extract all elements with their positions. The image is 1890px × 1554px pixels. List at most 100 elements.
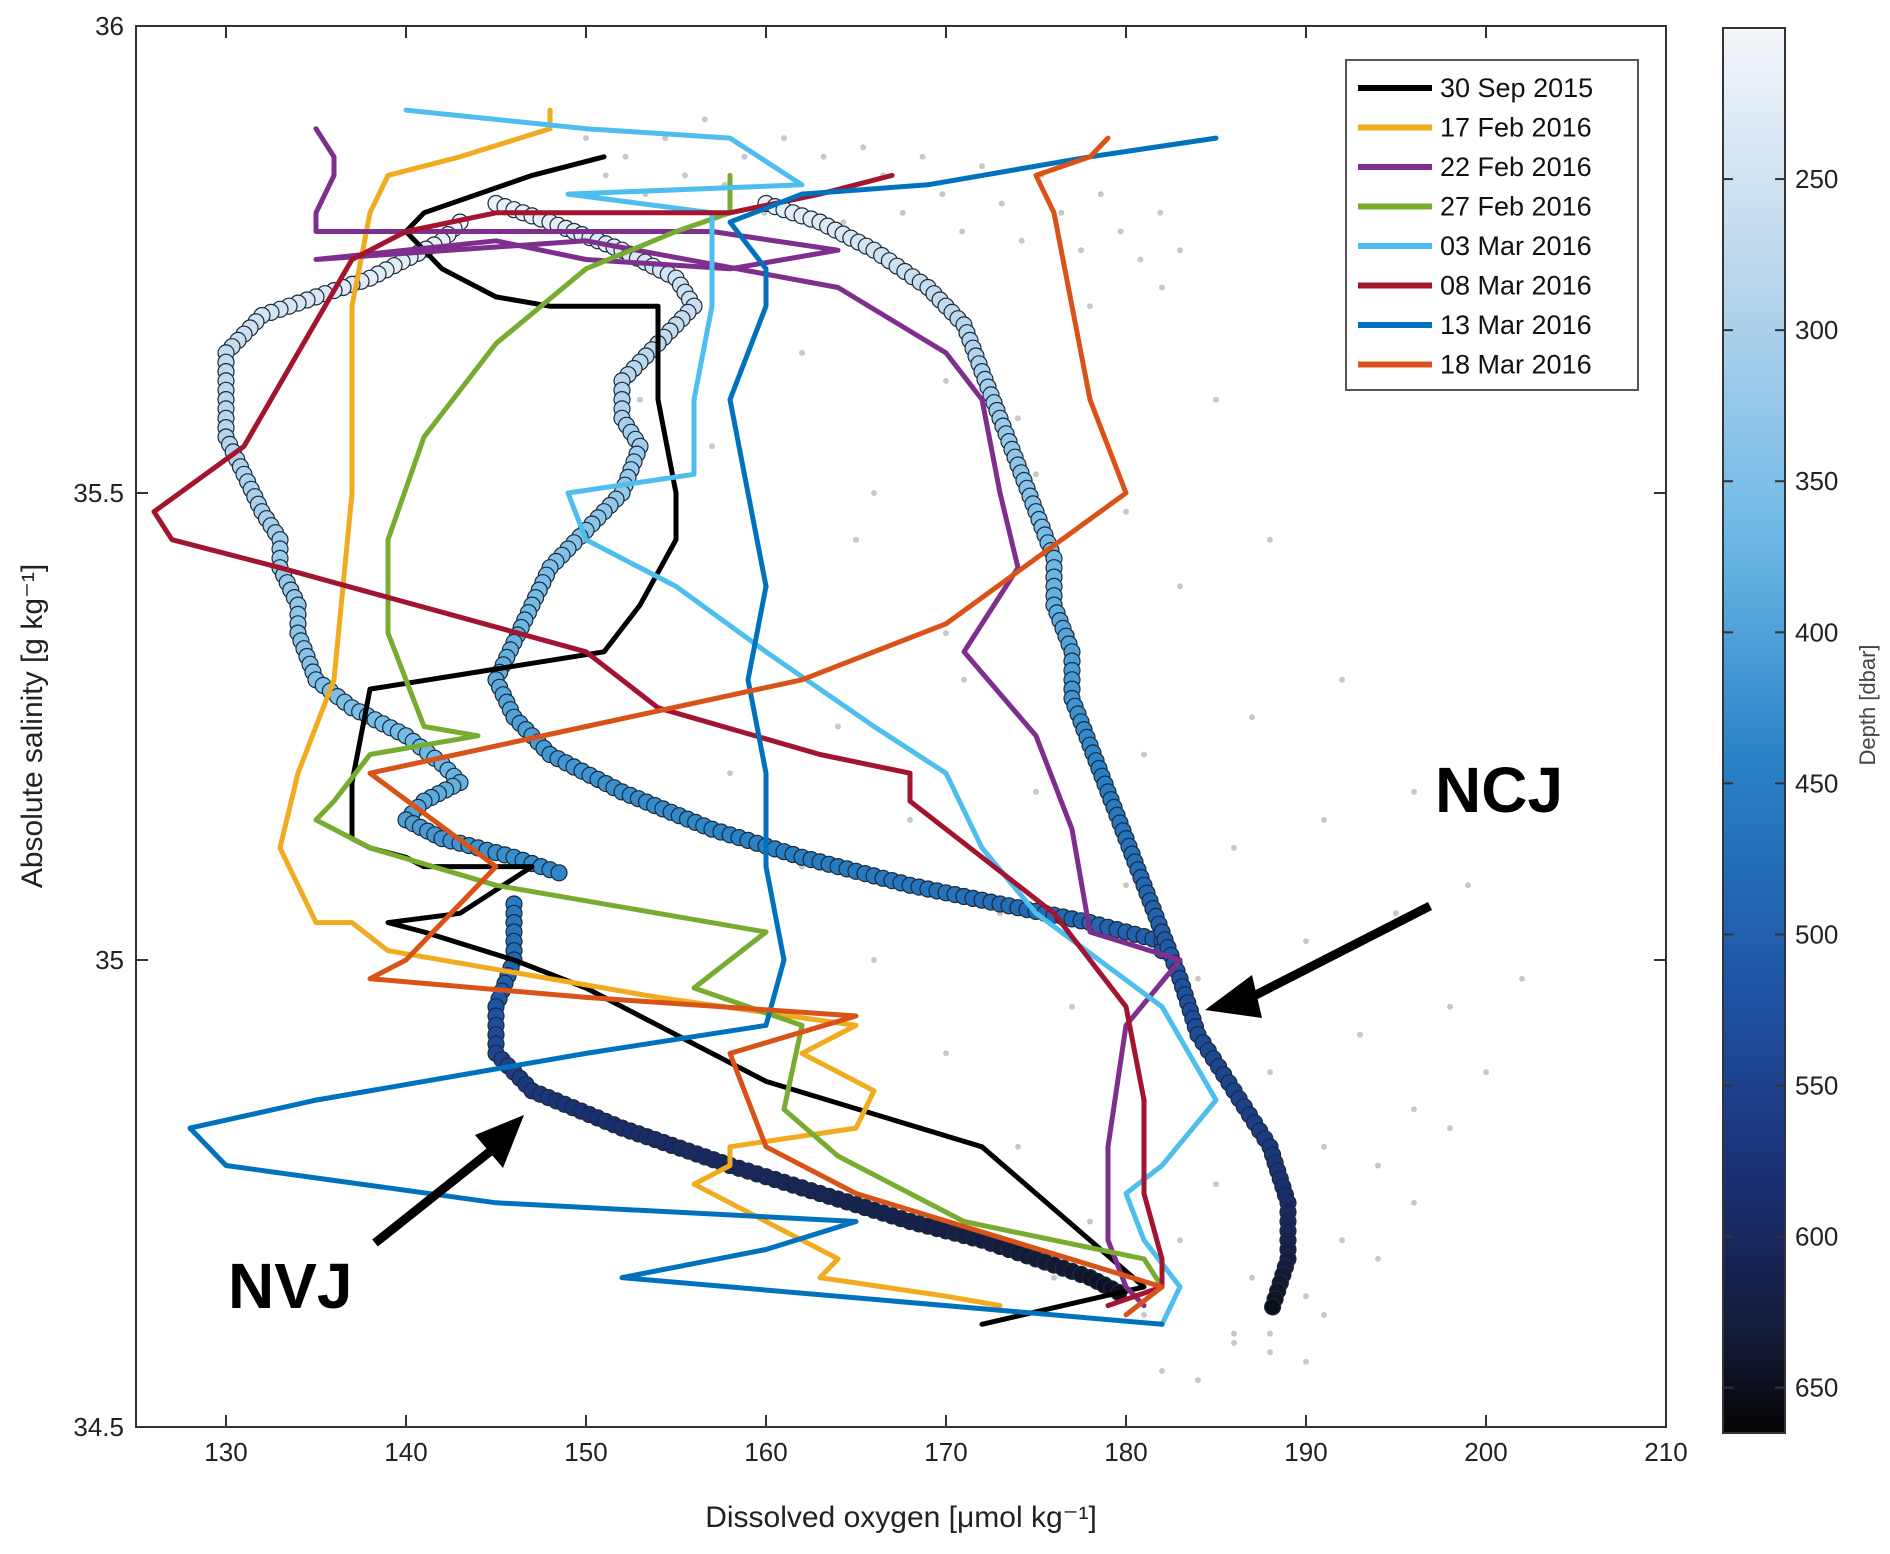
background-point bbox=[1231, 1339, 1237, 1346]
background-point bbox=[1447, 1125, 1453, 1132]
colorbar-tick-label: 550 bbox=[1795, 1071, 1838, 1101]
plot-frame bbox=[135, 25, 1667, 1428]
x-tick-label: 190 bbox=[1284, 1437, 1327, 1467]
background-point bbox=[1051, 1274, 1057, 1281]
background-point bbox=[622, 153, 629, 160]
background-point bbox=[1123, 508, 1129, 515]
background-point bbox=[943, 1050, 949, 1057]
background-point bbox=[701, 116, 708, 123]
background-point bbox=[871, 957, 877, 963]
colorbar-tick-label: 500 bbox=[1795, 919, 1838, 949]
x-tick-label: 170 bbox=[924, 1437, 967, 1467]
background-point bbox=[602, 172, 609, 179]
background-point bbox=[1015, 1143, 1021, 1150]
background-point bbox=[853, 536, 859, 543]
annotation-nvj: NVJ bbox=[228, 1250, 353, 1322]
legend-label: 17 Feb 2016 bbox=[1440, 113, 1592, 143]
background-point bbox=[1447, 1003, 1453, 1010]
series-lines bbox=[151, 107, 1219, 1327]
background-point bbox=[979, 163, 985, 170]
depth-point bbox=[1263, 1298, 1282, 1316]
background-point bbox=[919, 153, 926, 160]
background-point bbox=[583, 135, 589, 142]
series-line-2 bbox=[313, 126, 1183, 1309]
y-tick-label: 34.5 bbox=[73, 1412, 124, 1442]
background-point bbox=[871, 490, 877, 496]
legend-label: 22 Feb 2016 bbox=[1440, 152, 1592, 182]
background-point bbox=[1157, 209, 1164, 216]
legend-box bbox=[1345, 59, 1639, 391]
series-line-1 bbox=[277, 107, 1003, 1309]
x-axis: 130 140 150 160 170 180 190 200 210 bbox=[204, 26, 1688, 1467]
annotation-ncj-arrow-shaft bbox=[1237, 901, 1433, 1008]
background-point bbox=[682, 172, 688, 179]
background-point bbox=[1321, 816, 1327, 823]
background-point bbox=[1123, 882, 1129, 889]
annotations: NCJ NVJ bbox=[228, 754, 1563, 1322]
annotation-ncj-arrowhead bbox=[1205, 975, 1262, 1018]
series-line-5 bbox=[151, 172, 1165, 1309]
y-tick-label: 36 bbox=[95, 11, 124, 41]
background-point bbox=[1375, 1162, 1381, 1169]
annotation-ncj: NCJ bbox=[1435, 754, 1563, 826]
background-point bbox=[1159, 1368, 1165, 1374]
series-line-6 bbox=[187, 135, 1219, 1327]
x-tick-label: 160 bbox=[744, 1437, 787, 1467]
colorbar-tick-label: 300 bbox=[1795, 315, 1838, 345]
background-point bbox=[1097, 191, 1104, 198]
background-point bbox=[1141, 751, 1147, 758]
background-point bbox=[1033, 471, 1039, 478]
colorbar-gradient bbox=[1722, 27, 1786, 1434]
background-point bbox=[1141, 1311, 1147, 1318]
background-point bbox=[1267, 1330, 1273, 1337]
legend: 30 Sep 2015 17 Feb 2016 22 Feb 2016 27 Feb … bbox=[1345, 59, 1639, 391]
background-point bbox=[1321, 1143, 1327, 1150]
annotation-nvj-arrow-shaft bbox=[372, 1138, 505, 1247]
background-point bbox=[1177, 583, 1183, 590]
background-point bbox=[1087, 303, 1093, 310]
depth-colorbar: 250 300 350 400 450 500 550 600 650 Depth [dbar] bbox=[1722, 27, 1880, 1434]
x-tick-label: 180 bbox=[1104, 1437, 1147, 1467]
legend-label: 27 Feb 2016 bbox=[1440, 192, 1592, 222]
background-point bbox=[1465, 882, 1471, 889]
x-tick-label: 150 bbox=[564, 1437, 607, 1467]
y-tick-label: 35 bbox=[95, 945, 124, 975]
background-point bbox=[1033, 788, 1039, 795]
background-point bbox=[1267, 1069, 1273, 1076]
background-point bbox=[1249, 714, 1255, 721]
background-point bbox=[907, 816, 913, 823]
series-line-7 bbox=[367, 135, 1165, 1318]
background-point bbox=[1321, 1311, 1327, 1318]
x-tick-label: 140 bbox=[384, 1437, 427, 1467]
background-point bbox=[943, 377, 949, 384]
background-point bbox=[899, 209, 906, 216]
background-point bbox=[637, 396, 643, 403]
legend-label: 13 Mar 2016 bbox=[1440, 310, 1592, 340]
background-point bbox=[1339, 1237, 1345, 1244]
colorbar-tick-label: 650 bbox=[1795, 1373, 1838, 1403]
x-tick-label: 200 bbox=[1464, 1437, 1507, 1467]
y-axis-title: Absolute salinity [g kg⁻¹] bbox=[16, 564, 49, 888]
background-point bbox=[1058, 209, 1065, 216]
legend-label: 03 Mar 2016 bbox=[1440, 231, 1592, 261]
colorbar-tick-label: 400 bbox=[1795, 617, 1838, 647]
background-point bbox=[1411, 1106, 1417, 1113]
annotation-nvj-arrowhead bbox=[475, 1115, 524, 1168]
background-point bbox=[1357, 1031, 1363, 1038]
background-point bbox=[860, 144, 867, 151]
background-point bbox=[799, 349, 805, 356]
y-tick-label: 35.5 bbox=[73, 478, 124, 508]
x-tick-label: 130 bbox=[204, 1437, 247, 1467]
legend-label: 30 Sep 2015 bbox=[1440, 73, 1593, 103]
background-point bbox=[1411, 788, 1417, 795]
background-point bbox=[1159, 284, 1165, 291]
background-point bbox=[1087, 1218, 1093, 1225]
background-point bbox=[820, 153, 827, 160]
series-line-3 bbox=[313, 172, 1165, 1290]
depth-point bbox=[550, 864, 568, 882]
background-point bbox=[781, 135, 787, 142]
background-point bbox=[1018, 237, 1025, 244]
background-point bbox=[1249, 1274, 1255, 1281]
background-point bbox=[1267, 1349, 1273, 1356]
background-point bbox=[1231, 844, 1237, 851]
